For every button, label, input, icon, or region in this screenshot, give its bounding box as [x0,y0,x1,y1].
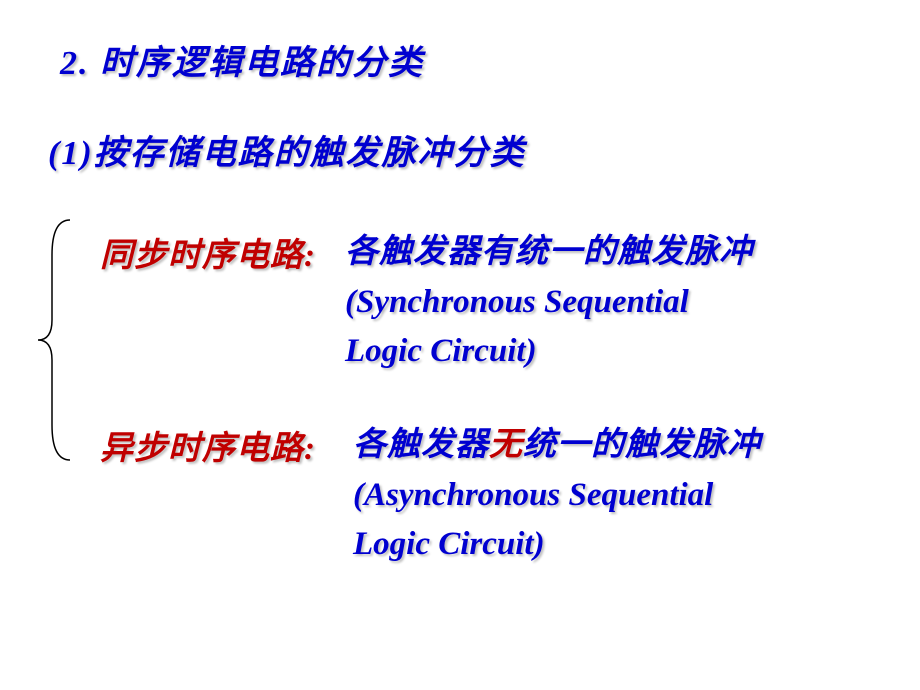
curly-brace-icon [30,215,80,465]
async-desc-en-line2: Logic Circuit) [353,526,545,562]
async-label: 异步时序电路: [100,421,316,469]
sync-description: 各触发器有统一的触发脉冲 (Synchronous Sequential Log… [345,228,753,377]
section-heading: 2. 时序逻辑电路的分类 [60,35,424,84]
async-desc-highlight: 无 [489,427,523,463]
sync-label: 同步时序电路: [100,228,316,276]
async-desc-cn-post: 统一的触发脉冲 [523,427,761,463]
subsection-heading: (1)按存储电路的触发脉冲分类 [48,125,526,174]
sync-desc-cn: 各触发器有统一的触发脉冲 [345,234,753,270]
async-description: 各触发器无统一的触发脉冲 (Asynchronous Sequential Lo… [353,421,761,570]
sync-desc-en-line1: (Synchronous Sequential [345,284,689,320]
async-desc-cn-pre: 各触发器 [353,427,489,463]
sync-desc-en-line2: Logic Circuit) [345,333,537,369]
async-desc-en-line1: (Asynchronous Sequential [353,477,713,513]
